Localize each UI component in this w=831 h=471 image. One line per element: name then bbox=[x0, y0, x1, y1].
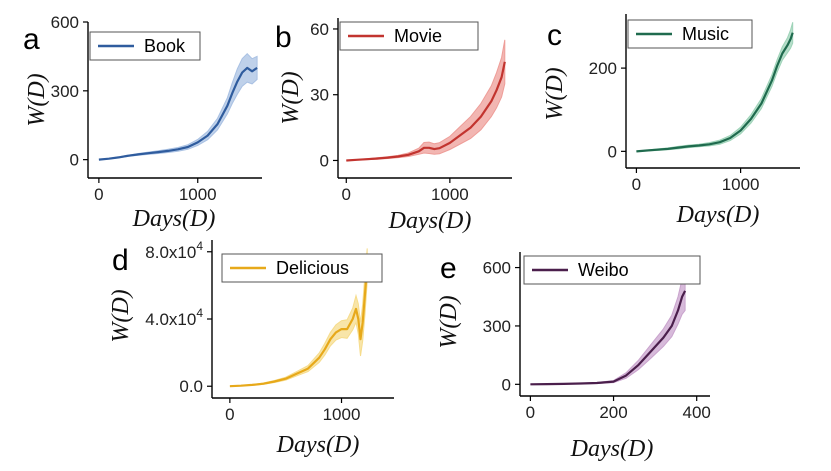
x-tick-label: 200 bbox=[599, 403, 627, 422]
x-axis-title: Days(D) bbox=[276, 432, 360, 458]
y-axis-title: W(D) bbox=[436, 295, 462, 348]
x-tick-label: 400 bbox=[683, 403, 711, 422]
x-tick-label: 0 bbox=[342, 185, 351, 204]
series-band bbox=[346, 39, 506, 161]
panel-letter: a bbox=[23, 23, 40, 56]
x-axis-title: Days(D) bbox=[132, 206, 216, 232]
series-band bbox=[530, 271, 686, 385]
series-line bbox=[346, 61, 506, 162]
series-line bbox=[98, 66, 258, 161]
y-tick-label: 8.0x104 bbox=[145, 239, 203, 262]
x-axis-title: Days(D) bbox=[388, 208, 472, 234]
y-tick-label: 4.0x104 bbox=[145, 306, 203, 329]
x-tick-label: 0 bbox=[632, 175, 641, 194]
panel-letter: d bbox=[112, 244, 129, 277]
x-axis-title: Days(D) bbox=[570, 436, 654, 462]
x-tick-label: 1000 bbox=[431, 185, 469, 204]
series-band bbox=[98, 52, 258, 161]
x-tick-label: 0 bbox=[526, 403, 535, 422]
panel-letter: e bbox=[440, 252, 457, 285]
y-axis-title: W(D) bbox=[542, 67, 568, 120]
x-axis-title: Days(D) bbox=[676, 202, 760, 228]
y-tick-label: 200 bbox=[589, 59, 617, 78]
x-tick-label: 1000 bbox=[323, 405, 361, 424]
panel-d: 0 1000 0.0 4.0x104 8.0x104 Delicious d Days(D) W… bbox=[108, 239, 394, 458]
y-tick-label: 30 bbox=[310, 86, 329, 105]
x-tick-label: 1000 bbox=[179, 185, 217, 204]
legend-label: Movie bbox=[394, 26, 442, 46]
y-axis-title: W(D) bbox=[108, 289, 134, 342]
y-tick-label: 300 bbox=[51, 82, 79, 101]
series-line bbox=[229, 265, 369, 388]
legend-label: Music bbox=[682, 24, 729, 44]
y-axis-title: W(D) bbox=[278, 71, 304, 124]
legend-label: Delicious bbox=[276, 258, 349, 278]
x-tick-label: 0 bbox=[94, 185, 103, 204]
panel-e: 0 200 400 0 300 600 Weibo e Days(D) W(D) bbox=[436, 252, 711, 462]
y-tick-label: 60 bbox=[310, 20, 329, 39]
y-tick-label: 0.0 bbox=[179, 377, 203, 396]
y-tick-label: 0 bbox=[320, 151, 329, 170]
x-tick-label: 1000 bbox=[722, 175, 760, 194]
panel-b: 0 1000 0 30 60 Movie b Days(D) W(D) bbox=[275, 18, 512, 234]
legend-label: Weibo bbox=[578, 260, 629, 280]
x-tick-label: 0 bbox=[225, 405, 234, 424]
panel-c: 0 1000 0 200 Music c Days(D) W(D) bbox=[542, 14, 800, 228]
legend-label: Book bbox=[144, 36, 186, 56]
y-tick-label: 0 bbox=[70, 151, 79, 170]
y-tick-label: 600 bbox=[51, 13, 79, 32]
y-tick-label: 0 bbox=[502, 375, 511, 394]
y-axis-title: W(D) bbox=[24, 73, 50, 126]
series-line bbox=[530, 290, 687, 386]
panel-letter: c bbox=[547, 19, 562, 52]
y-tick-label: 600 bbox=[483, 259, 511, 278]
series-line bbox=[636, 32, 794, 153]
panel-letter: b bbox=[275, 21, 292, 54]
y-tick-label: 300 bbox=[483, 317, 511, 336]
panel-a: 0 1000 0 300 600 Book a Days(D) W(D) bbox=[23, 13, 262, 232]
y-tick-label: 0 bbox=[608, 142, 617, 161]
